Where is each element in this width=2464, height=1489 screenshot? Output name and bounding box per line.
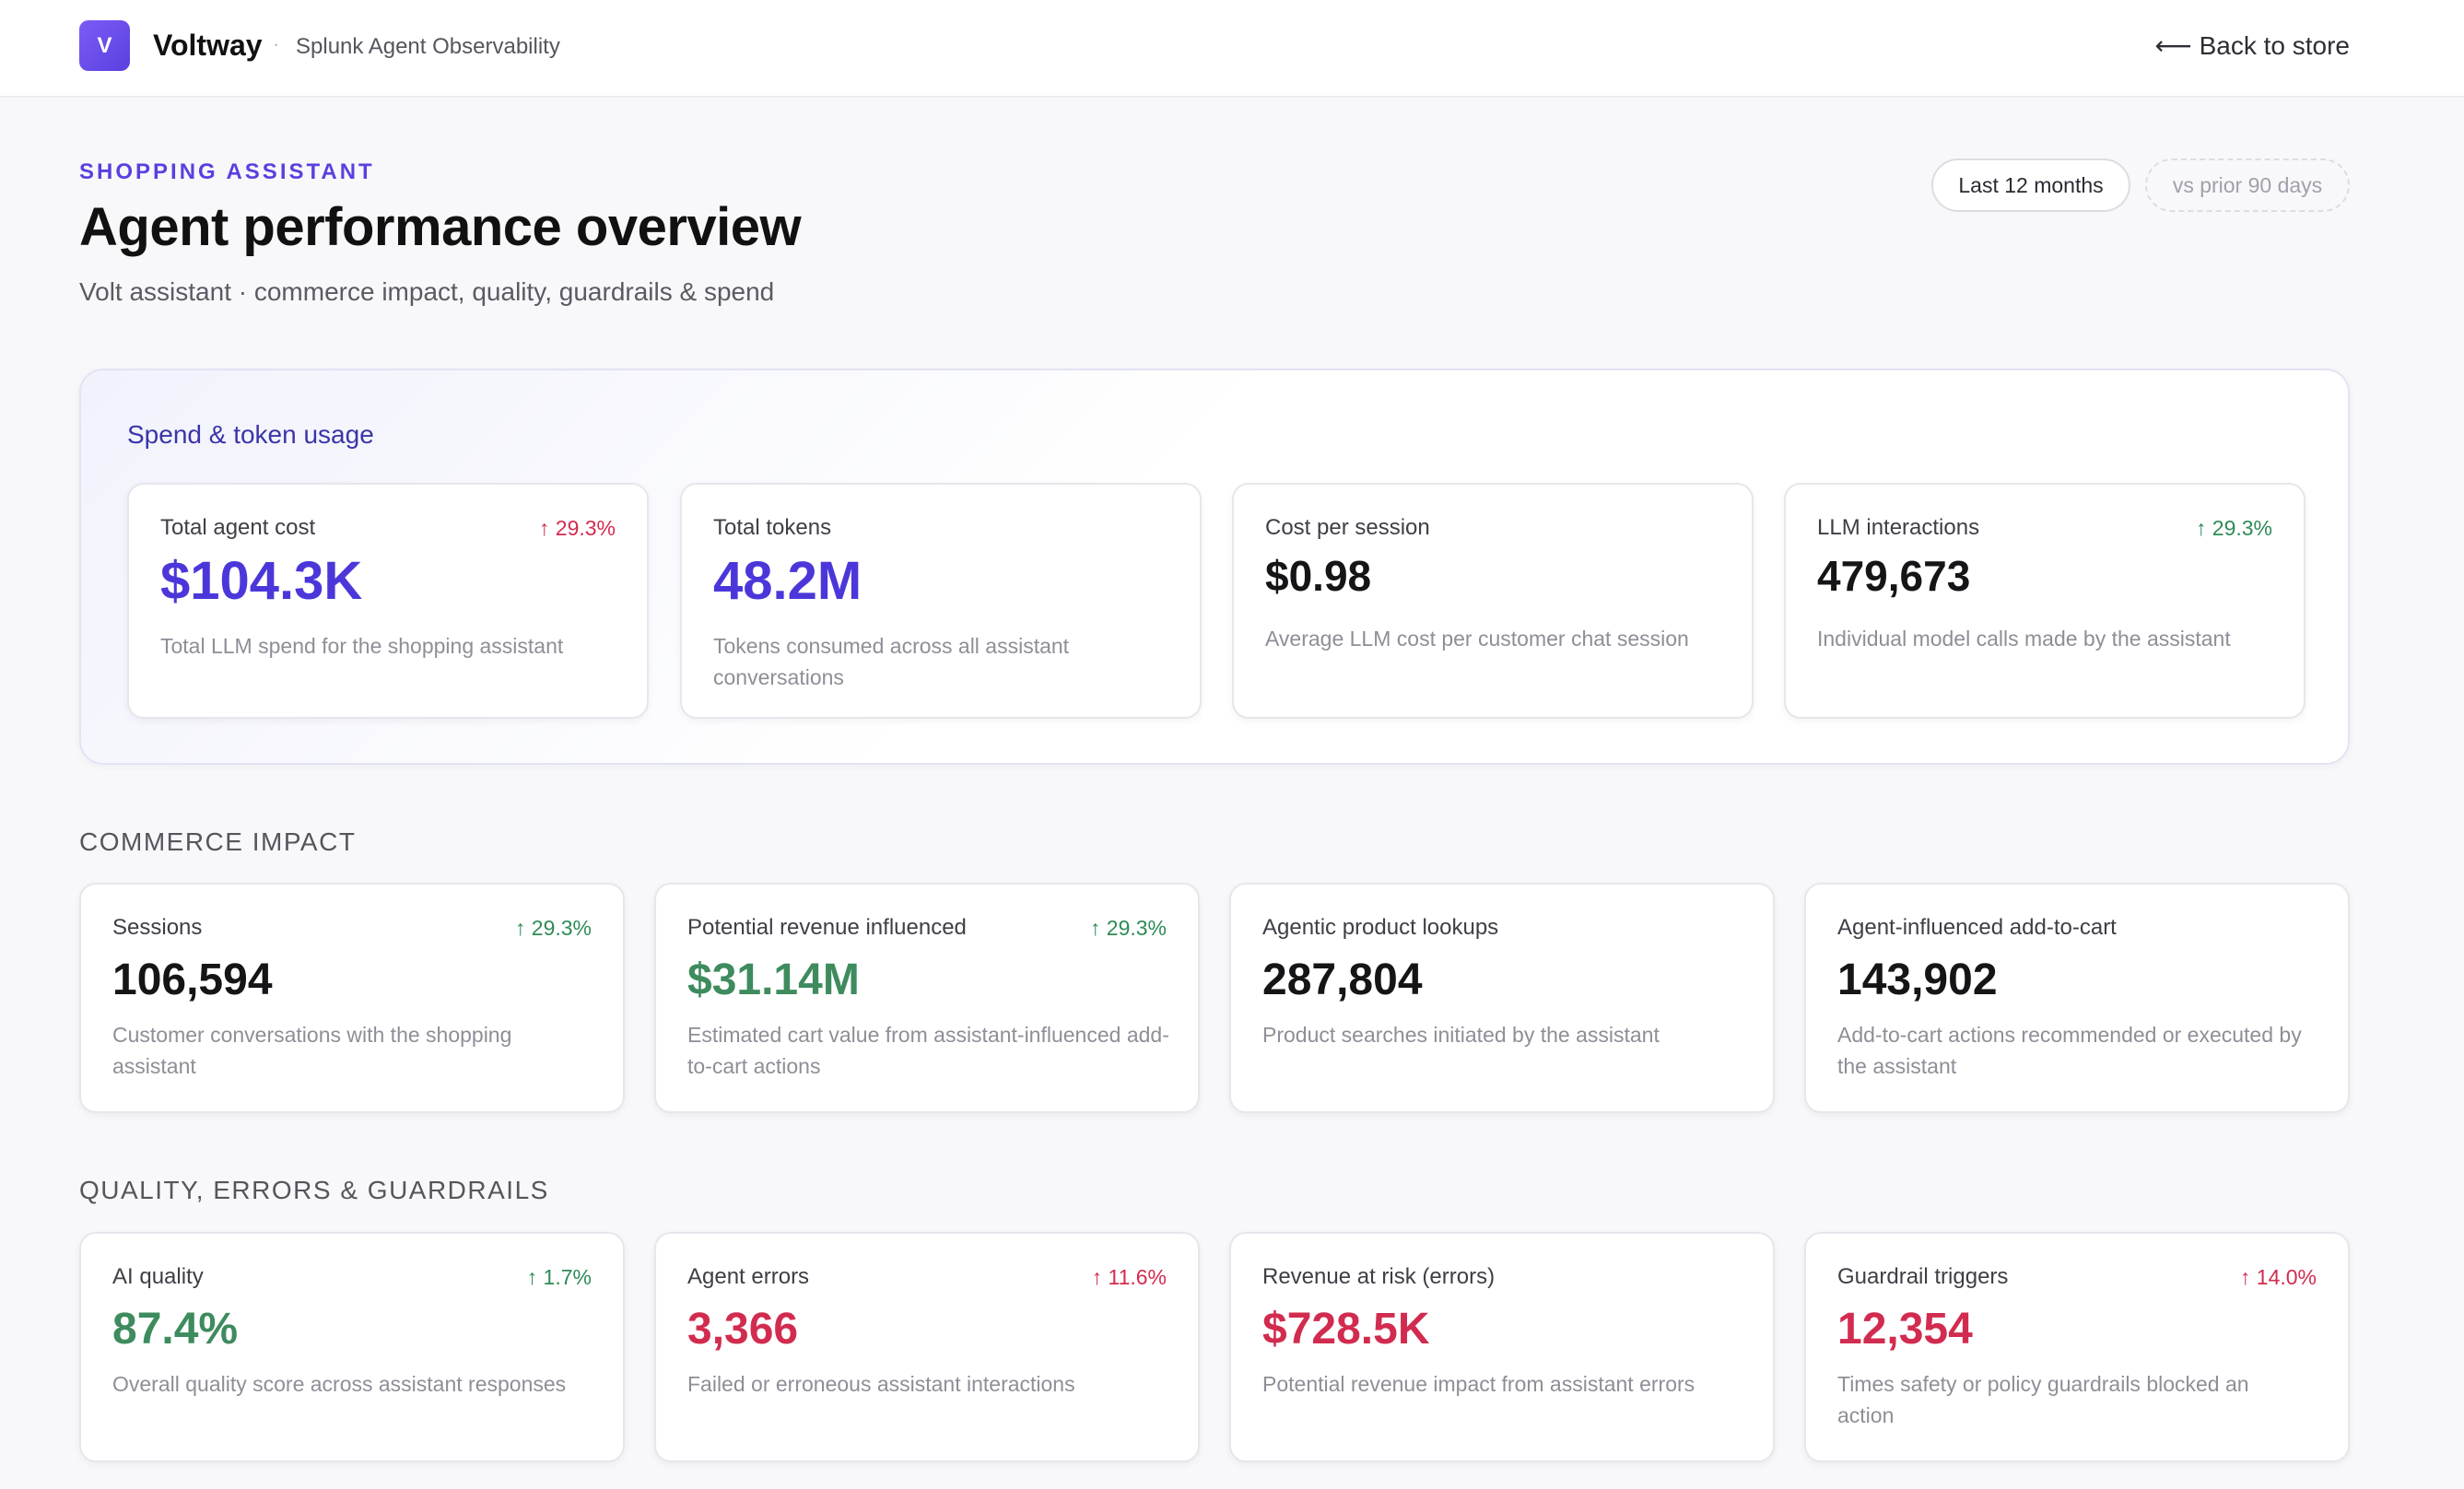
metric-card-total-agent-cost[interactable]: Total agent cost ↑ 29.3% $104.3K Total L… <box>127 483 649 719</box>
metric-label: Total agent cost <box>160 515 316 540</box>
top-bar: V Voltway · Splunk Agent Observability ⟵… <box>0 0 2464 98</box>
metric-value: 12,354 <box>1837 1305 1973 1354</box>
metric-delta: ↑ 29.3% <box>514 916 592 940</box>
metric-label: Agentic product lookups <box>1262 915 1499 940</box>
metric-description: Failed or erroneous assistant interactio… <box>687 1372 1075 1396</box>
metric-description: Total LLM spend for the shopping assista… <box>160 634 564 658</box>
metric-value: 87.4% <box>112 1305 239 1354</box>
metric-delta: ↑ 14.0% <box>2239 1265 2317 1289</box>
metric-card-sessions[interactable]: Sessions ↑ 29.3% 106,594 Customer conver… <box>79 883 625 1113</box>
brand-logo[interactable]: V <box>79 20 130 71</box>
spend-token-panel: Spend & token usage Total agent cost ↑ 2… <box>79 369 2350 765</box>
metric-card-product-lookups[interactable]: Agentic product lookups 287,804 Product … <box>1229 883 1775 1113</box>
back-to-store-link[interactable]: ⟵ Back to store <box>2154 30 2350 62</box>
metric-card-cost-per-session[interactable]: Cost per session $0.98 Average LLM cost … <box>1232 483 1754 719</box>
metric-description: Average LLM cost per customer chat sessi… <box>1265 627 1689 651</box>
quality-section-title: QUALITY, ERRORS & GUARDRAILS <box>79 1176 549 1204</box>
metric-card-guardrail-triggers[interactable]: Guardrail triggers ↑ 14.0% 12,354 Times … <box>1804 1232 2350 1462</box>
metric-description: Add-to-cart actions recommended or execu… <box>1837 1023 2302 1078</box>
metric-card-llm-interactions[interactable]: LLM interactions ↑ 29.3% 479,673 Individ… <box>1784 483 2306 719</box>
metric-description: Individual model calls made by the assis… <box>1817 627 2231 651</box>
metric-description: Overall quality score across assistant r… <box>112 1372 567 1396</box>
metric-card-add-to-cart[interactable]: Agent-influenced add-to-cart 143,902 Add… <box>1804 883 2350 1113</box>
brand-separator: · <box>273 32 280 55</box>
back-to-store-label: Back to store <box>2199 31 2350 60</box>
metric-delta: ↑ 11.6% <box>1091 1265 1167 1289</box>
period-selector[interactable]: Last 12 months <box>1931 158 2130 212</box>
metric-label: Total tokens <box>713 515 832 540</box>
metric-card-agent-errors[interactable]: Agent errors ↑ 11.6% 3,366 Failed or err… <box>654 1232 1200 1462</box>
metric-value: 106,594 <box>112 956 273 1004</box>
metric-card-ai-quality[interactable]: AI quality ↑ 1.7% 87.4% Overall quality … <box>79 1232 625 1462</box>
metric-label: Sessions <box>112 915 203 940</box>
spend-panel-title: Spend & token usage <box>127 420 374 449</box>
metric-label: Cost per session <box>1265 515 1430 540</box>
commerce-section-title: COMMERCE IMPACT <box>79 827 357 856</box>
metric-card-potential-revenue[interactable]: Potential revenue influenced ↑ 29.3% $31… <box>654 883 1200 1113</box>
metric-value: 48.2M <box>713 551 862 611</box>
metric-description: Estimated cart value from assistant-infl… <box>687 1023 1169 1078</box>
metric-description: Product searches initiated by the assist… <box>1262 1023 1660 1047</box>
metric-value: $31.14M <box>687 956 860 1004</box>
metric-description: Tokens consumed across all assistant con… <box>713 634 1070 689</box>
brand-subtitle: Splunk Agent Observability <box>296 34 560 59</box>
metric-delta: ↑ 29.3% <box>1089 916 1167 940</box>
brand-name: Voltway <box>153 29 263 62</box>
metric-card-total-tokens[interactable]: Total tokens 48.2M Tokens consumed acros… <box>680 483 1202 719</box>
metric-description: Times safety or policy guardrails blocke… <box>1837 1372 2249 1427</box>
metric-label: Agent errors <box>687 1264 810 1289</box>
metric-description: Customer conversations with the shopping… <box>112 1023 512 1078</box>
metric-card-revenue-at-risk[interactable]: Revenue at risk (errors) $728.5K Potenti… <box>1229 1232 1775 1462</box>
metric-delta: ↑ 1.7% <box>526 1265 592 1289</box>
metric-delta: ↑ 29.3% <box>2195 516 2272 540</box>
metric-label: Potential revenue influenced <box>687 915 967 940</box>
metric-value: $728.5K <box>1262 1305 1430 1354</box>
metric-value: 143,902 <box>1837 956 1998 1004</box>
metric-value: 287,804 <box>1262 956 1423 1004</box>
metric-value: $0.98 <box>1265 552 1372 600</box>
metric-label: LLM interactions <box>1817 515 1980 540</box>
metric-label: Guardrail triggers <box>1837 1264 2009 1289</box>
metric-label: AI quality <box>112 1264 204 1289</box>
metric-value: $104.3K <box>160 551 363 611</box>
metric-description: Potential revenue impact from assistant … <box>1262 1372 1695 1396</box>
page-subtitle: Volt assistant · commerce impact, qualit… <box>79 277 775 306</box>
metric-label: Revenue at risk (errors) <box>1262 1264 1496 1289</box>
metric-value: 479,673 <box>1817 552 1971 600</box>
page-eyebrow: SHOPPING ASSISTANT <box>79 159 375 184</box>
metric-label: Agent-influenced add-to-cart <box>1837 915 2117 940</box>
comparison-selector[interactable]: vs prior 90 days <box>2145 158 2350 212</box>
arrow-left-icon: ⟵ <box>2154 31 2192 60</box>
metric-value: 3,366 <box>687 1305 799 1354</box>
page-title: Agent performance overview <box>79 197 802 257</box>
metric-delta: ↑ 29.3% <box>538 516 616 540</box>
